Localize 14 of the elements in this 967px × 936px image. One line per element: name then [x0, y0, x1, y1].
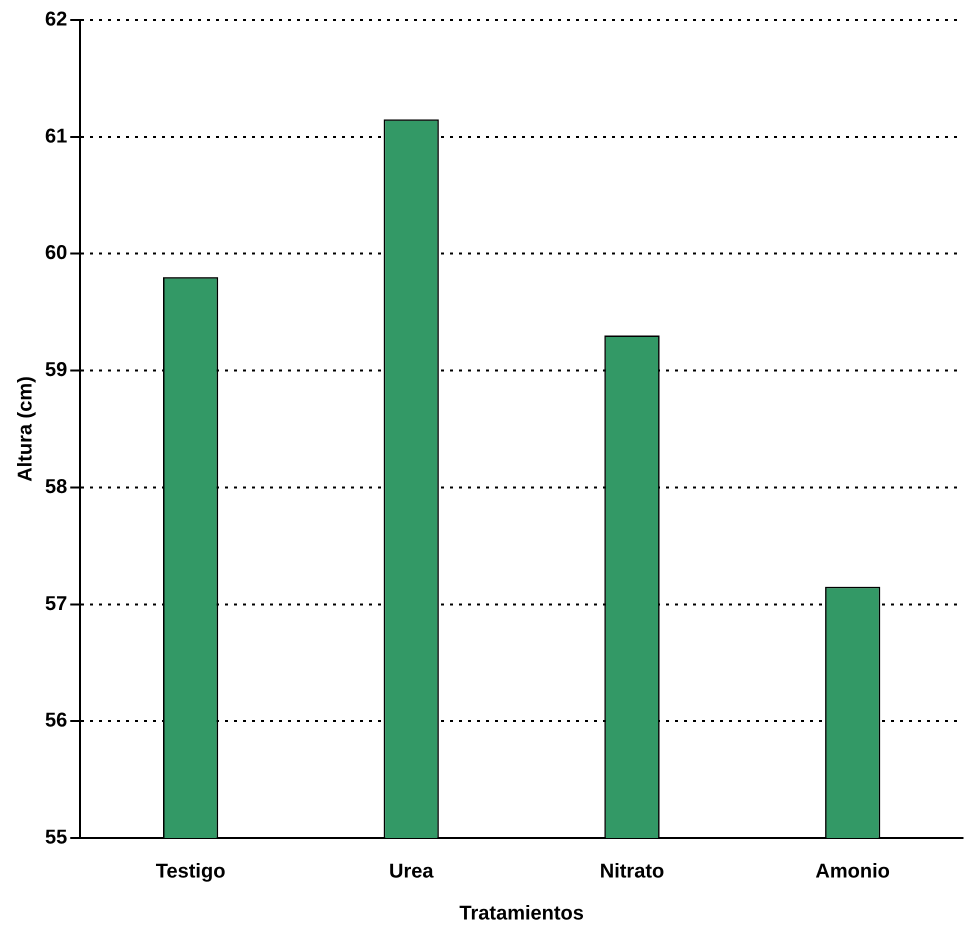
x-axis-title: Tratamientos: [459, 902, 584, 925]
y-tick-label: 55: [44, 826, 68, 849]
y-tick-label: 60: [44, 242, 68, 264]
y-axis-title: Altura (cm): [14, 376, 37, 482]
y-tick-label: 62: [44, 8, 68, 31]
y-tick-label: 59: [44, 359, 68, 382]
y-tick-label: 61: [44, 125, 68, 148]
x-tick-label: Nitrato: [600, 860, 664, 883]
x-tick-label: Amonio: [815, 860, 890, 883]
y-tick-label: 56: [44, 710, 68, 732]
y-tick-label: 57: [44, 592, 68, 615]
x-tick-label: Testigo: [156, 860, 226, 883]
y-tick-label: 58: [44, 476, 68, 498]
x-tick-label: Urea: [389, 860, 434, 883]
